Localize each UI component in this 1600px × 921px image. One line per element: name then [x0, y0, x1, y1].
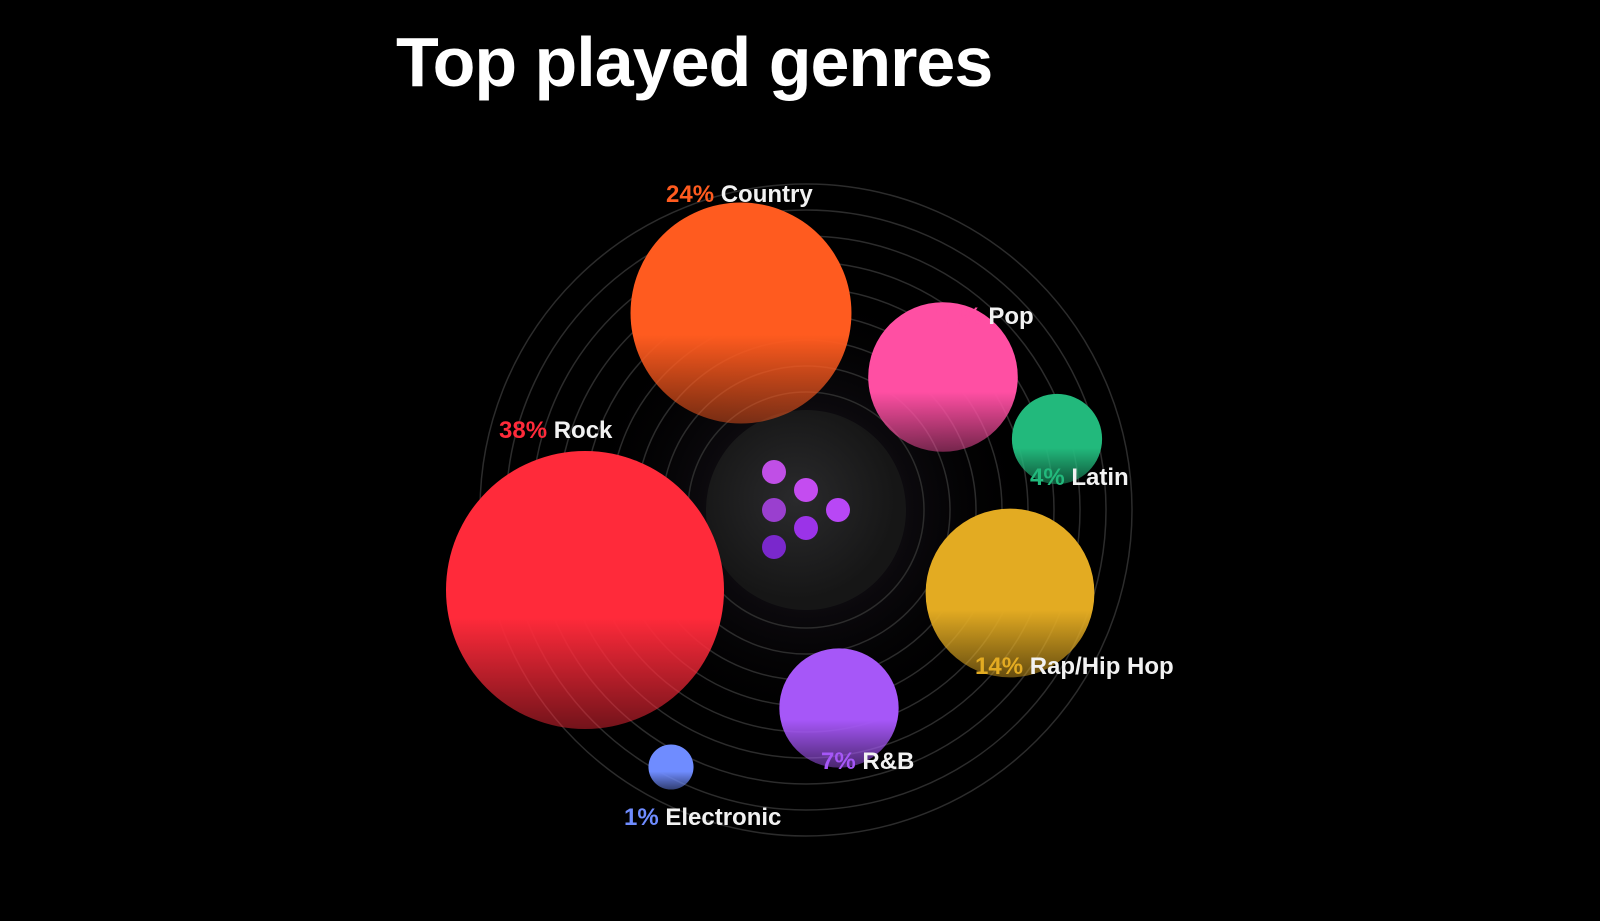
label-latin: 4% Latin — [1030, 464, 1129, 491]
bubble-r-b — [779, 648, 899, 768]
label-name: Pop — [982, 303, 1034, 330]
bubble-pop — [868, 302, 1018, 452]
label-name: Rock — [547, 417, 613, 444]
bubble-rap-hip-hop — [925, 508, 1095, 678]
label-rock: 38% Rock — [499, 417, 613, 444]
label-country: 24% Country — [666, 181, 813, 208]
label-name: Latin — [1065, 464, 1129, 491]
logo-dot — [826, 498, 850, 522]
logo-dot — [762, 498, 786, 522]
label-name: R&B — [856, 748, 915, 775]
label-value: 7% — [821, 748, 856, 775]
logo-dot — [794, 516, 818, 540]
bubble-rock — [446, 451, 724, 729]
center-disc — [706, 410, 906, 610]
label-value: 14% — [975, 653, 1023, 680]
chart-title: Top played genres — [396, 23, 993, 101]
label-electronic: 1% Electronic — [624, 804, 781, 831]
logo-dot — [794, 478, 818, 502]
label-name: Rap/Hip Hop — [1023, 653, 1174, 680]
bubble-latin — [1011, 393, 1103, 485]
label-name: Electronic — [659, 804, 782, 831]
label-value: 24% — [666, 181, 714, 208]
label-value: 1% — [624, 804, 659, 831]
logo-dot — [762, 535, 786, 559]
label-value: 4% — [1030, 464, 1065, 491]
label-r-b: 7% R&B — [821, 748, 914, 775]
bubble-country — [630, 202, 852, 424]
label-value: 38% — [499, 417, 547, 444]
label-pop: 11% Pop — [935, 303, 1034, 330]
dots-play-logo-icon — [762, 460, 850, 559]
label-rap-hip-hop: 14% Rap/Hip Hop — [975, 653, 1174, 680]
label-value: 11% — [935, 303, 982, 330]
label-name: Country — [714, 181, 813, 208]
bubble-electronic — [648, 744, 694, 790]
logo-dot — [762, 460, 786, 484]
